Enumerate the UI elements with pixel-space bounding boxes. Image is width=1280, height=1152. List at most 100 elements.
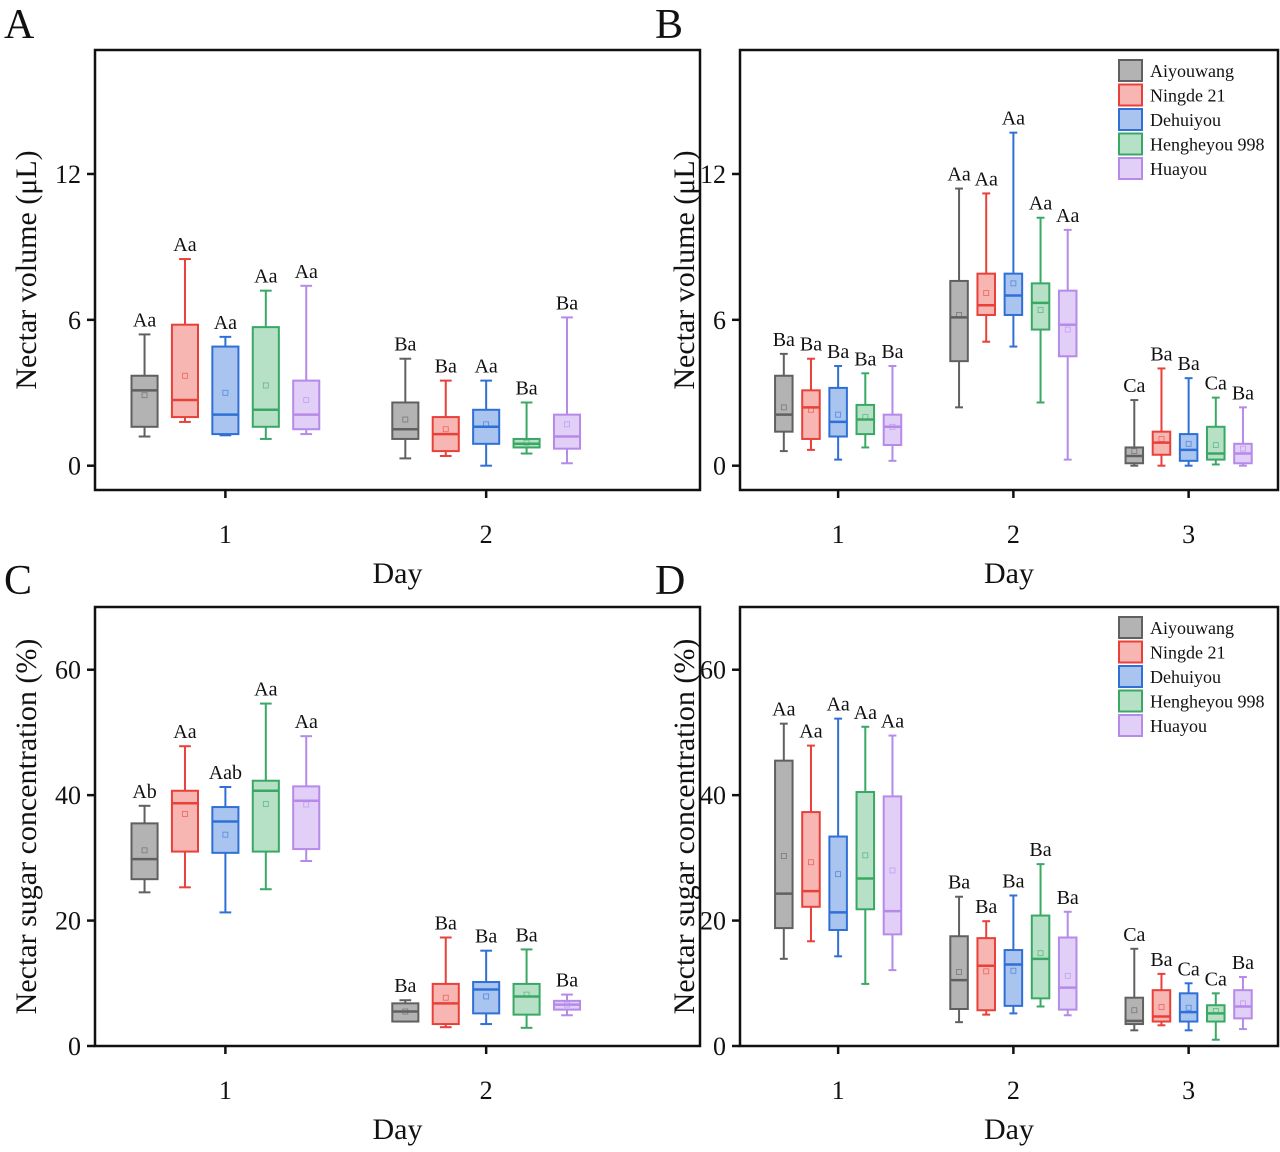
series-huayou: Aa Ba — [292, 711, 582, 1017]
series-ningde-21: Aa Ba — [170, 721, 460, 1029]
significance-letter: Ba — [1178, 353, 1200, 375]
mean-marker — [564, 421, 570, 428]
panel-letter: A — [4, 2, 35, 48]
box-iqr — [1030, 914, 1051, 1000]
mean-marker — [780, 404, 787, 411]
box: Aa — [1029, 193, 1052, 404]
box: Ab — [130, 781, 159, 894]
mean-marker — [889, 867, 896, 874]
mean-marker — [564, 1001, 570, 1008]
y-tick-label: 12 — [55, 160, 81, 189]
box: Aa — [975, 168, 998, 343]
mean-marker — [808, 859, 814, 866]
legend-swatch — [1118, 59, 1143, 82]
series-aiyouwang: Ba Aa Ca — [773, 164, 1146, 467]
significance-letter: Aa — [295, 711, 318, 733]
box-iqr — [976, 272, 996, 316]
box: Ba — [1057, 887, 1079, 1017]
box: Ca — [1123, 375, 1146, 467]
significance-letter: Aa — [772, 699, 795, 721]
y-tick-label: 60 — [700, 656, 726, 685]
mean-marker — [862, 852, 869, 859]
y-tick-label: 20 — [700, 907, 726, 936]
mean-marker — [1037, 307, 1044, 314]
mean-marker — [402, 1008, 409, 1015]
mean-marker — [182, 811, 188, 817]
significance-letter: Ba — [827, 341, 849, 363]
box: Aa — [881, 711, 904, 972]
significance-letter: Ba — [515, 377, 537, 399]
series-aiyouwang: Aa Ba Ca — [772, 699, 1146, 1032]
mean-marker — [1064, 326, 1071, 333]
legend-label: Ningde 21 — [1150, 643, 1226, 663]
box-iqr — [292, 785, 321, 851]
significance-letter: Ba — [948, 872, 970, 894]
box: Ba — [552, 292, 582, 465]
legend-swatch — [1118, 665, 1143, 688]
plot-frame — [738, 605, 1280, 1048]
significance-letter: Ca — [1123, 375, 1145, 397]
mean-marker — [483, 993, 490, 1000]
significance-letter: Ba — [475, 926, 497, 948]
significance-letter: Ab — [132, 781, 156, 803]
legend-swatch — [1118, 108, 1143, 131]
mean-marker — [141, 847, 148, 854]
significance-letter: Ba — [435, 356, 457, 378]
x-axis-label: Day — [373, 1113, 423, 1146]
mean-marker — [483, 421, 490, 428]
box: Aa — [472, 356, 501, 467]
significance-letter: Ca — [1205, 373, 1227, 395]
significance-letter: Ca — [1123, 924, 1145, 946]
box: Aab — [209, 762, 242, 914]
significance-letter: Aa — [1056, 205, 1079, 227]
significance-letter: Aa — [254, 266, 277, 288]
y-tick-label: 40 — [55, 781, 81, 810]
box-iqr — [1003, 949, 1024, 1007]
x-tick-label: 1 — [832, 1076, 845, 1105]
legend-label: Hengheyou 998 — [1150, 135, 1264, 155]
significance-letter: Aa — [826, 694, 849, 716]
significance-letter: Ba — [1232, 382, 1254, 404]
mean-marker — [262, 382, 269, 389]
legend-swatch — [1118, 640, 1143, 664]
mean-marker — [956, 969, 962, 975]
significance-letter: Ba — [881, 341, 903, 363]
mean-marker — [889, 423, 896, 430]
significance-letter: Aa — [1029, 193, 1052, 215]
mean-marker — [222, 831, 229, 838]
box-iqr — [170, 789, 200, 853]
x-tick-label: 2 — [480, 520, 493, 549]
mean-marker — [182, 372, 188, 379]
series-hengheyou-998: Ba Aa Ca — [854, 193, 1227, 466]
mean-marker — [303, 801, 310, 808]
box: Ba — [975, 896, 997, 1016]
x-tick-label: 3 — [1182, 1076, 1195, 1105]
significance-letter: Ba — [1002, 870, 1024, 892]
box: Aa — [772, 699, 796, 960]
significance-letter: Ba — [556, 970, 578, 992]
box: Ba — [1178, 353, 1200, 467]
mean-marker — [1212, 1007, 1219, 1014]
box: Ba — [827, 341, 849, 461]
legend-swatch — [1118, 83, 1143, 107]
box: Aa — [170, 721, 200, 889]
mean-marker — [402, 416, 409, 423]
mean-marker — [523, 439, 530, 446]
significance-letter: Ba — [1150, 949, 1172, 971]
y-axis-label: Nectar sugar concentration (%) — [668, 639, 701, 1015]
box: Aa — [211, 312, 240, 437]
box: Aa — [251, 679, 280, 891]
box: Ba — [1232, 952, 1254, 1031]
box: Aa — [799, 721, 823, 943]
box-iqr — [774, 759, 794, 930]
mean-marker — [303, 397, 310, 403]
box-iqr — [828, 835, 848, 931]
series-dehuiyou: Aab Ba — [209, 762, 501, 1026]
mean-marker — [1185, 1004, 1192, 1011]
box-iqr — [1178, 992, 1199, 1023]
series-aiyouwang: Ab Ba — [130, 781, 420, 1023]
series-huayou: Aa Ba — [292, 261, 582, 465]
